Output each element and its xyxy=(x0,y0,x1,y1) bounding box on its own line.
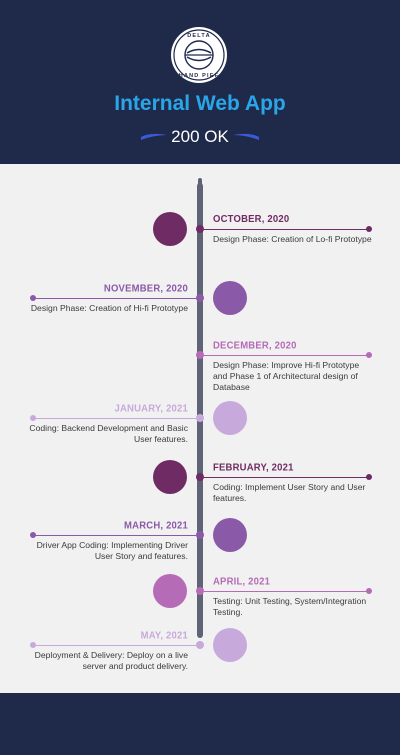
timeline-endpoint xyxy=(30,415,36,421)
timeline-circle-marker xyxy=(153,212,187,246)
footer xyxy=(0,693,400,755)
timeline-circle-marker xyxy=(213,401,247,435)
timeline-description: Design Phase: Creation of Hi-fi Prototyp… xyxy=(30,303,188,313)
timeline-dot xyxy=(196,225,204,233)
header: DELTA HAND PIEF Internal Web App 200 OK xyxy=(0,0,400,164)
timeline-dot xyxy=(196,351,204,359)
timeline-connector xyxy=(34,418,196,419)
timeline-endpoint xyxy=(366,474,372,480)
left-swoosh-icon xyxy=(141,133,167,140)
timeline-description: Coding: Backend Development and Basic Us… xyxy=(29,423,188,444)
timeline-connector xyxy=(34,535,196,536)
timeline-endpoint xyxy=(30,642,36,648)
timeline-description: Coding: Implement User Story and User fe… xyxy=(213,482,366,503)
timeline-circle-marker xyxy=(213,628,247,662)
timeline-description: Testing: Unit Testing, System/Integratio… xyxy=(213,596,367,617)
timeline-dot xyxy=(196,473,204,481)
timeline-dot xyxy=(196,531,204,539)
timeline-description: Design Phase: Improve Hi-fi Prototype an… xyxy=(213,360,360,392)
timeline-date: OCTOBER, 2020 xyxy=(213,213,290,226)
timeline-connector xyxy=(204,355,368,356)
timeline-circle-marker xyxy=(213,281,247,315)
timeline-connector xyxy=(204,229,368,230)
timeline-connector xyxy=(204,591,368,592)
timeline-endpoint xyxy=(366,352,372,358)
right-swoosh-icon xyxy=(233,133,259,140)
timeline-date: NOVEMBER, 2020 xyxy=(103,282,188,295)
status-text: 200 OK xyxy=(171,127,229,146)
timeline-date: JANUARY, 2021 xyxy=(114,402,188,415)
timeline-endpoint xyxy=(366,226,372,232)
timeline-date: MARCH, 2021 xyxy=(124,519,188,532)
timeline-endpoint xyxy=(366,588,372,594)
timeline-dot xyxy=(196,587,204,595)
logo-bottom-text: HAND PIEF xyxy=(179,73,219,79)
timeline-description: Deployment & Delivery: Deploy on a live … xyxy=(34,650,188,671)
timeline-circle-marker xyxy=(153,574,187,608)
timeline-connector xyxy=(34,645,196,646)
timeline-connector xyxy=(34,298,196,299)
timeline-date: MAY, 2021 xyxy=(140,629,188,642)
timeline-dot xyxy=(196,641,204,649)
timeline-date: DECEMBER, 2020 xyxy=(213,339,297,352)
timeline-dot xyxy=(196,294,204,302)
timeline-endpoint xyxy=(30,295,36,301)
timeline-circle-marker xyxy=(213,518,247,552)
timeline-date: FEBRUARY, 2021 xyxy=(213,461,294,474)
page-title: Internal Web App xyxy=(114,92,286,115)
timeline-connector xyxy=(204,477,368,478)
timeline-date: APRIL, 2021 xyxy=(213,575,271,588)
timeline-endpoint xyxy=(30,532,36,538)
logo-emblem-icon: DELTA HAND PIEF xyxy=(171,27,227,83)
logo-top-text: DELTA xyxy=(187,33,211,39)
timeline-description: Driver App Coding: Implementing Driver U… xyxy=(36,540,188,561)
timeline-axis xyxy=(197,183,203,638)
timeline-dot xyxy=(196,414,204,422)
timeline-description: Design Phase: Creation of Lo-fi Prototyp… xyxy=(213,234,372,244)
timeline-circle-marker xyxy=(153,460,187,494)
status-row: 200 OK xyxy=(0,125,400,149)
